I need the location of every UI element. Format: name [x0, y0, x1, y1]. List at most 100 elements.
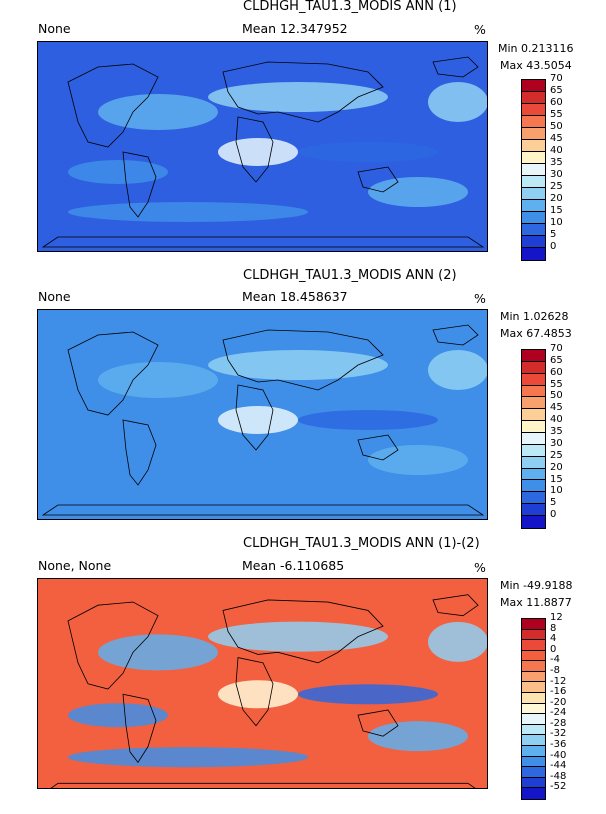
- colorbar-swatch: [522, 724, 545, 736]
- colorbar-swatch: [522, 504, 545, 517]
- cloud-field: [68, 160, 168, 184]
- colorbar-swatch: [522, 444, 545, 457]
- cloud-field: [68, 428, 168, 452]
- colorbar-swatch: [522, 104, 545, 116]
- colorbar-swatch: [522, 777, 545, 789]
- colorbar-tick-label: 45: [550, 402, 563, 414]
- colorbar-tick-label: -52: [550, 781, 567, 793]
- colorbar-swatch: [522, 516, 545, 528]
- colorbar-swatch: [522, 661, 545, 672]
- colorbar-swatch: [522, 714, 545, 725]
- colorbar-swatch: [522, 80, 545, 92]
- colorbar-tick-label: 40: [550, 145, 563, 156]
- colorbar-swatch: [522, 164, 545, 176]
- case-label: None: [38, 289, 71, 304]
- colorbar-swatch: [522, 745, 545, 757]
- max-value: Max 43.5054: [500, 59, 572, 72]
- colorbar-tick-label: 10: [550, 485, 563, 497]
- case-label: None, None: [38, 558, 112, 573]
- colorbar-swatch: [522, 619, 545, 630]
- cloud-field: [218, 406, 298, 434]
- colorbar-swatch: [522, 629, 545, 641]
- coastline: [357, 434, 399, 461]
- coastline: [235, 384, 274, 451]
- colorbar-tick-label: 4: [550, 633, 557, 645]
- panel-title: CLDHGH_TAU1.3_MODIS ANN (1)-(2): [243, 536, 480, 551]
- coastlines: [41, 324, 485, 516]
- cloud-field: [208, 621, 388, 652]
- colorbar-swatch: [522, 682, 545, 694]
- coastline: [222, 329, 384, 391]
- colorbar-tick-label: 15: [550, 473, 563, 485]
- coastline: [222, 599, 384, 664]
- mean-value: Mean 18.458637: [242, 289, 348, 304]
- colorbar-tick-label: 35: [550, 157, 563, 168]
- mean-value: Mean 12.347952: [242, 21, 348, 36]
- colorbar-swatch: [522, 361, 545, 374]
- coastlines: [50, 594, 479, 788]
- max-value: Max 67.4853: [500, 327, 572, 340]
- colorbar-tick-label: -24: [550, 707, 567, 719]
- colorbar-swatch: [522, 421, 545, 434]
- coastline: [432, 594, 479, 617]
- colorbar-tick-label: 60: [550, 97, 563, 108]
- colorbar-swatch: [522, 480, 545, 493]
- coastline: [432, 324, 479, 346]
- colorbar-tick-label: 50: [550, 390, 563, 402]
- min-value: Min 0.213116: [498, 42, 574, 55]
- cloud-field: [68, 747, 308, 768]
- colorbar-swatch: [522, 248, 545, 260]
- cloud-field: [428, 350, 487, 390]
- colorbar-tick-label: -40: [550, 749, 567, 761]
- colorbar-tick-label: 15: [550, 205, 563, 216]
- colorbar-tick-label: 5: [550, 497, 557, 509]
- cloud-field: [428, 82, 487, 122]
- cloud-field: [218, 680, 298, 709]
- colorbar-swatch: [522, 116, 545, 128]
- colorbar-swatch: [522, 468, 545, 481]
- coastline: [357, 166, 399, 193]
- colorbar-tick-label: 70: [550, 343, 563, 354]
- colorbar-tick-label: 40: [550, 414, 563, 426]
- colorbar-swatch: [522, 176, 545, 188]
- cloud-field: [298, 410, 438, 430]
- colorbar-tick-label: 30: [550, 169, 563, 180]
- colorbar-tick-label: 25: [550, 449, 563, 461]
- colorbar-tick-label: 8: [550, 622, 557, 634]
- cloud-field: [208, 82, 388, 112]
- colorbar-swatch: [522, 212, 545, 224]
- coastline: [235, 116, 274, 183]
- cloud-field: [218, 138, 298, 166]
- colorbar-swatch: [522, 409, 545, 422]
- max-value: Max 11.8877: [500, 596, 572, 609]
- cloud-field: [368, 177, 468, 207]
- colorbar-tick-label: 10: [550, 217, 563, 228]
- colorbar-tick-label: 55: [550, 378, 563, 390]
- colorbar-tick-label: -28: [550, 717, 567, 729]
- colorbar-tick-label: 0: [550, 241, 557, 252]
- colorbar-swatch: [522, 703, 545, 715]
- colorbar-tick-label: 20: [550, 193, 563, 204]
- min-value: Min 1.02628: [500, 310, 569, 323]
- min-value: Min -49.9188: [500, 579, 573, 592]
- case-label: None: [38, 21, 71, 36]
- coastline: [50, 782, 476, 788]
- cloud-field: [428, 621, 487, 662]
- cloud-field: [298, 142, 438, 162]
- colorbar-swatch: [522, 385, 545, 398]
- cloud-field: [98, 634, 218, 671]
- colorbar-tick-label: 0: [550, 509, 557, 521]
- coastline: [357, 709, 399, 737]
- colorbar-swatch: [522, 92, 545, 104]
- colorbar-tick-label: -20: [550, 696, 567, 708]
- coastline: [122, 419, 157, 486]
- cloud-field: [368, 445, 468, 475]
- colorbar-swatch: [522, 236, 545, 248]
- colorbar-tick-label: -36: [550, 739, 567, 751]
- colorbar-swatch: [522, 152, 545, 164]
- colorbar-tick-label: -4: [550, 654, 560, 666]
- colorbar-tick-label: 20: [550, 461, 563, 473]
- cloud-field: [68, 470, 308, 490]
- colorbar-tick-label: -12: [550, 675, 567, 687]
- world-map: [37, 41, 488, 252]
